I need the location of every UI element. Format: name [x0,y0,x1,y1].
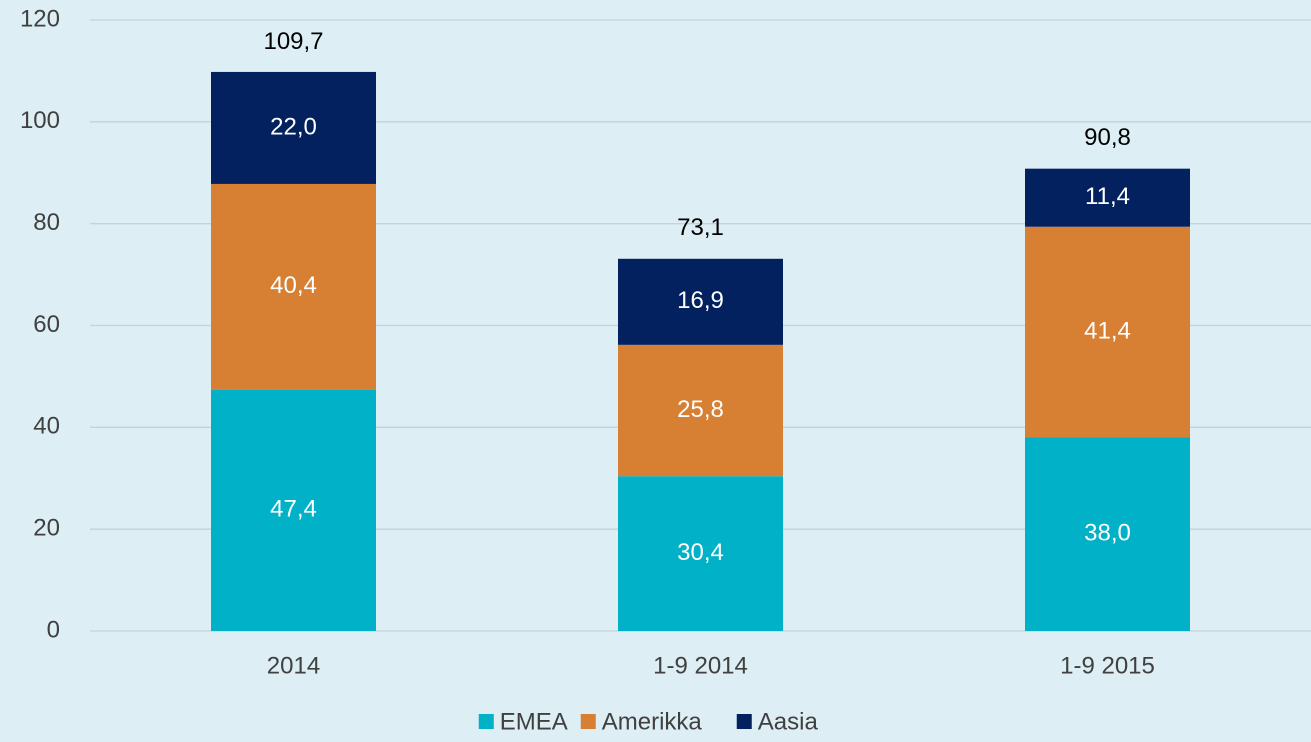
bar-segment [211,389,376,631]
total-label: 90,8 [1084,124,1131,151]
y-tick-label: 100 [20,107,60,134]
total-label: 109,7 [263,28,323,55]
y-tick-label: 20 [33,515,60,542]
legend-label: Aasia [758,708,819,735]
bar-segment [211,71,376,184]
legend-swatch [580,714,596,729]
y-tick-label: 120 [20,5,60,32]
bar-segment [1025,168,1190,227]
bar-segment [618,258,783,345]
data-label: 30,4 [677,539,724,566]
legend-swatch [736,714,752,729]
legend-label: EMEA [500,708,568,735]
data-label: 16,9 [677,287,724,314]
y-tick-label: 80 [33,209,60,236]
legend-label: Amerikka [602,708,703,735]
y-tick-label: 40 [33,413,60,440]
data-label: 11,4 [1085,183,1130,210]
total-label: 73,1 [677,214,724,241]
data-label: 22,0 [270,113,317,140]
x-tick-label: 1-9 2014 [653,652,748,679]
data-label: 41,4 [1084,317,1131,344]
x-tick-label: 2014 [267,652,320,679]
data-label: 38,0 [1084,520,1131,547]
bar-segment [1025,226,1190,438]
bar-segment [618,344,783,477]
bar-segment [211,183,376,390]
legend-swatch [478,714,494,729]
x-tick-label: 1-9 2015 [1060,652,1155,679]
bar-segment [618,476,783,631]
data-label: 47,4 [270,496,317,523]
bar-segment [1025,437,1190,631]
y-tick-label: 60 [33,311,60,338]
data-label: 25,8 [677,396,724,423]
y-tick-label: 0 [47,616,60,643]
data-label: 40,4 [270,272,317,299]
